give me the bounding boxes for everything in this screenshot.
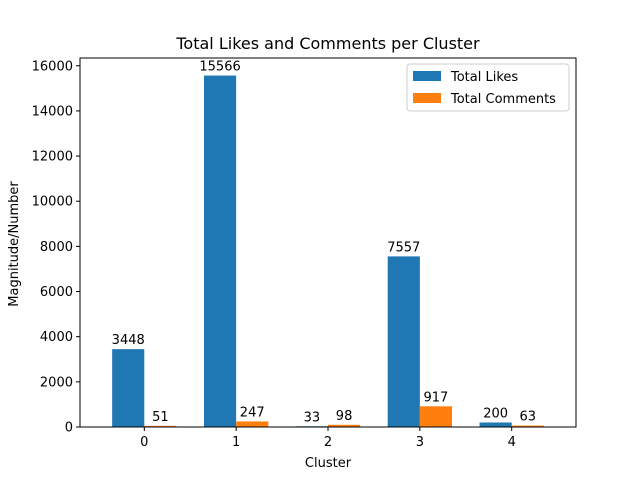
y-axis-label: Magnitude/Number xyxy=(7,181,22,307)
y-tick-label-12000: 12000 xyxy=(32,150,73,165)
legend-swatch-1 xyxy=(413,93,441,103)
comments-bar-4 xyxy=(511,425,544,427)
x-tick-label-3: 3 xyxy=(416,435,424,450)
comments-bar-0 xyxy=(144,425,177,427)
legend-swatch-0 xyxy=(413,71,441,81)
legend-label-1: Total Comments xyxy=(450,92,556,107)
comments-bar-2 xyxy=(328,424,361,427)
y-tick-label-14000: 14000 xyxy=(32,104,73,119)
legend-box xyxy=(406,63,570,112)
x-tick-label-2: 2 xyxy=(324,435,332,450)
comments-bar-3 xyxy=(419,406,452,427)
comments-value-label-4: 63 xyxy=(520,410,537,425)
y-tick-label-2000: 2000 xyxy=(40,375,73,390)
legend-label-0: Total Likes xyxy=(450,70,518,85)
likes-bar-4 xyxy=(479,422,512,427)
y-tick-label-10000: 10000 xyxy=(32,195,73,210)
likes-value-label-0: 3448 xyxy=(112,333,145,348)
likes-value-label-3: 7557 xyxy=(387,240,420,255)
plot-area: 3448 15566 33 7557 200 51 247 98 917 63 0 2000 4000 6… xyxy=(32,57,577,450)
likes-value-label-1: 15566 xyxy=(199,60,240,75)
comments-bar-1 xyxy=(236,421,269,427)
x-tick-label-4: 4 xyxy=(508,435,516,450)
comments-value-label-2: 98 xyxy=(336,409,353,424)
comments-value-label-3: 917 xyxy=(424,390,449,405)
y-tick-label-0: 0 xyxy=(65,421,73,436)
x-tick-label-1: 1 xyxy=(232,435,240,450)
comments-value-label-1: 247 xyxy=(240,405,265,420)
likes-bar-0 xyxy=(112,349,145,427)
x-tick-label-0: 0 xyxy=(140,435,148,450)
likes-value-label-2: 33 xyxy=(304,410,321,425)
likes-value-label-4: 200 xyxy=(483,406,508,421)
y-tick-label-6000: 6000 xyxy=(40,285,73,300)
chart-title: Total Likes and Comments per Cluster xyxy=(175,34,480,53)
y-tick-label-16000: 16000 xyxy=(32,59,73,74)
likes-bar-1 xyxy=(204,75,237,428)
x-axis-label: Cluster xyxy=(305,456,352,471)
legend: Total Likes Total Comments xyxy=(406,63,570,112)
comments-value-label-0: 51 xyxy=(152,410,169,425)
likes-bar-3 xyxy=(387,256,420,427)
y-tick-label-8000: 8000 xyxy=(40,240,73,255)
y-tick-label-4000: 4000 xyxy=(40,330,73,345)
